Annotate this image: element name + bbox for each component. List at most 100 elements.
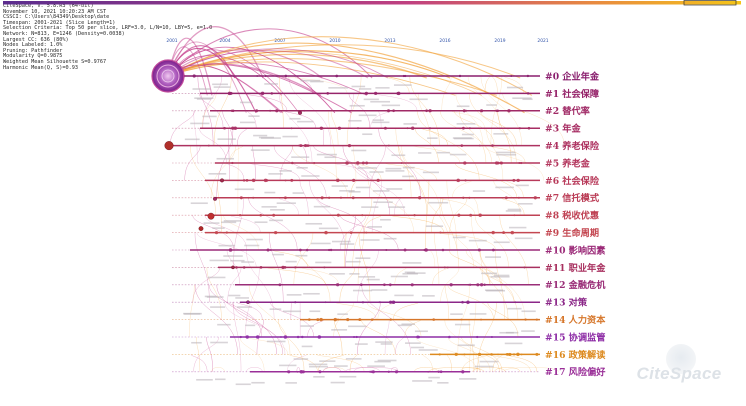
citation-link xyxy=(167,42,525,114)
citation-link xyxy=(479,249,526,320)
node-label-placeholder xyxy=(509,226,527,229)
node-label-placeholder xyxy=(468,239,487,242)
keyword-node-major xyxy=(198,226,204,232)
keyword-node xyxy=(239,335,242,339)
citation-link xyxy=(393,301,420,320)
keyword-node xyxy=(406,127,409,130)
info-line: Modularity Q=0.9875 xyxy=(3,53,63,60)
node-label-placeholder xyxy=(234,188,255,191)
keyword-node xyxy=(351,196,355,200)
keyword-node xyxy=(449,283,453,287)
cluster-label: #4 养老保险 xyxy=(545,140,600,152)
keyword-node xyxy=(510,230,515,235)
citation-link xyxy=(486,128,504,181)
node-label-placeholder xyxy=(279,170,292,172)
citation-link xyxy=(217,180,222,233)
node-label-placeholder xyxy=(245,324,256,327)
node-label-placeholder xyxy=(266,340,286,343)
node-label-placeholder xyxy=(282,310,302,313)
keyword-node xyxy=(432,318,436,321)
citation-link xyxy=(279,145,293,181)
keyword-node xyxy=(361,214,364,217)
node-label-placeholder xyxy=(355,186,370,189)
keyword-node xyxy=(235,266,238,269)
keyword-node xyxy=(242,266,246,269)
node-label-placeholder xyxy=(207,276,226,279)
keyword-node xyxy=(365,161,369,165)
keyword-node xyxy=(361,161,365,165)
node-label-placeholder xyxy=(515,184,529,187)
keyword-node xyxy=(389,318,393,321)
citation-link xyxy=(232,302,284,355)
year-tick-label: 2001 xyxy=(166,38,177,44)
citation-link xyxy=(357,249,379,303)
keyword-node xyxy=(278,283,282,287)
node-label-placeholder xyxy=(351,149,367,152)
keyword-node-major xyxy=(231,265,235,270)
keyword-node xyxy=(259,266,263,269)
node-label-placeholder xyxy=(244,244,260,247)
keyword-node xyxy=(270,92,274,95)
cluster-label: #8 税收优惠 xyxy=(545,210,599,222)
node-label-placeholder xyxy=(506,86,524,89)
keyword-node xyxy=(456,178,461,183)
info-line: CSSCI: C:\Users\84349\Desktop\date xyxy=(3,14,110,21)
keyword-node xyxy=(441,248,445,252)
keyword-node xyxy=(365,266,368,269)
cluster-label: #14 人力资本 xyxy=(545,314,606,326)
citation-link xyxy=(190,354,208,372)
keyword-node xyxy=(233,126,238,130)
cluster-label: #5 养老金 xyxy=(545,157,591,169)
citation-link xyxy=(334,301,377,320)
citation-link xyxy=(422,354,433,372)
node-label-placeholder xyxy=(352,289,373,292)
info-line: November 10, 2021 10:20:23 AM CST xyxy=(3,8,107,15)
node-label-placeholder xyxy=(418,152,432,154)
keyword-node xyxy=(388,283,392,287)
keyword-node xyxy=(438,353,441,356)
keyword-node xyxy=(376,178,380,183)
keyword-node xyxy=(319,317,323,322)
citation-link xyxy=(457,284,471,355)
node-label-placeholder xyxy=(521,310,536,313)
node-label-placeholder xyxy=(349,104,365,107)
keyword-node xyxy=(245,335,249,339)
citation-link xyxy=(434,232,440,285)
node-label-placeholder xyxy=(212,227,225,229)
keyword-node xyxy=(478,213,482,217)
keyword-node-major xyxy=(298,110,303,115)
keyword-node xyxy=(518,161,521,165)
keyword-node xyxy=(352,335,356,339)
year-tick-label: 2019 xyxy=(494,38,505,44)
node-label-placeholder xyxy=(276,202,296,204)
info-line: Pruning: Pathfinder xyxy=(3,47,63,54)
node-label-placeholder xyxy=(285,382,297,384)
citation-link xyxy=(415,336,478,372)
node-label-placeholder xyxy=(410,346,425,349)
node-label-placeholder xyxy=(196,378,213,381)
node-label-placeholder xyxy=(204,295,217,298)
citation-link xyxy=(229,145,244,164)
node-label-placeholder xyxy=(217,138,236,140)
keyword-node xyxy=(524,318,527,321)
citation-link xyxy=(227,267,242,303)
citation-link xyxy=(247,110,257,129)
keyword-node xyxy=(370,318,374,321)
citation-link xyxy=(194,284,238,355)
citation-link xyxy=(334,319,343,355)
citation-link xyxy=(352,197,373,268)
node-label-placeholder xyxy=(456,123,476,125)
keyword-node xyxy=(339,196,343,199)
node-label-placeholder xyxy=(370,100,391,103)
node-label-placeholder xyxy=(250,149,270,151)
node-label-placeholder xyxy=(297,120,314,123)
citation-link xyxy=(299,180,309,216)
node-label-placeholder xyxy=(324,156,337,159)
keyword-node xyxy=(458,74,462,78)
citation-link xyxy=(361,319,396,355)
citation-link xyxy=(440,110,492,164)
node-label-placeholder xyxy=(474,365,494,368)
info-line: CiteSpace, v. 5.8.R3 (64-bit) xyxy=(3,3,94,9)
node-label-placeholder xyxy=(358,276,376,278)
